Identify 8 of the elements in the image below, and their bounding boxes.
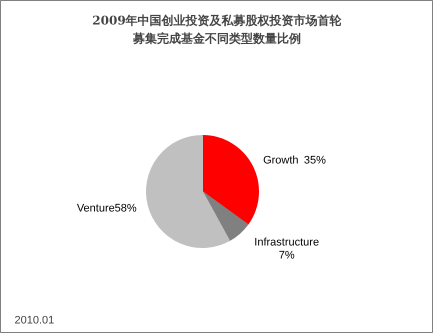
slice-label: Venture xyxy=(76,202,115,214)
slice-label: Growth xyxy=(263,154,299,167)
slice-label: Infrastructure xyxy=(254,236,320,249)
data-label: 35% xyxy=(304,154,326,167)
chart-title: 2009年中国创业投资及私募股权投资市场首轮募集完成基金不同类型数量比例 xyxy=(92,14,343,46)
data-label: 58% xyxy=(114,202,137,214)
text: 2010.01 xyxy=(14,314,54,326)
data-label: 7% xyxy=(278,250,295,262)
